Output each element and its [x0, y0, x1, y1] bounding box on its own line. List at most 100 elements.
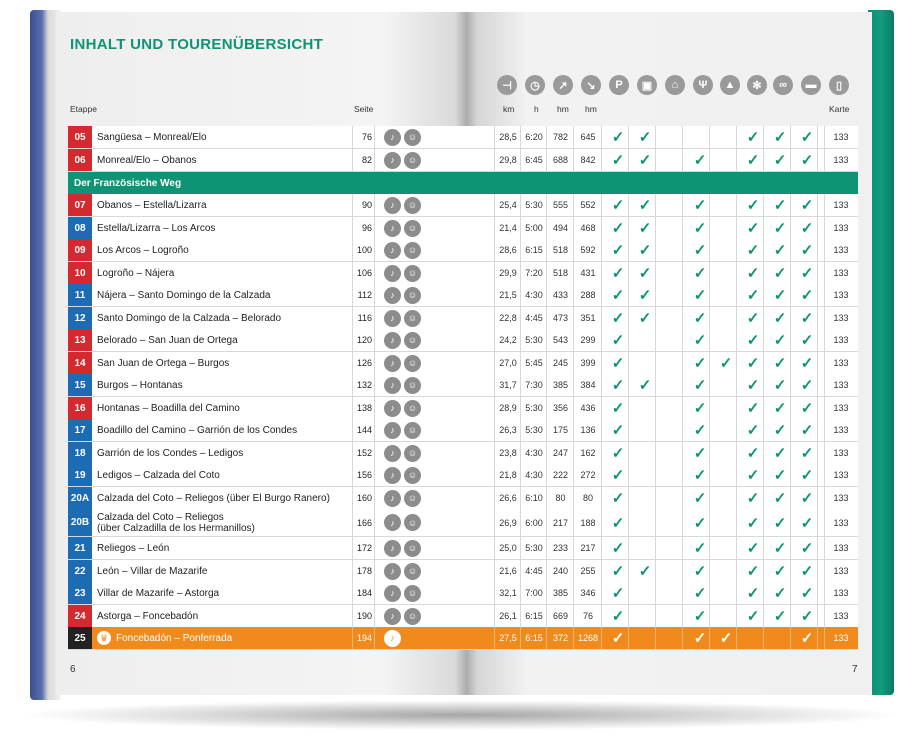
column-divider: [374, 627, 375, 649]
column-divider: [709, 464, 710, 486]
stage-number: 19: [68, 464, 92, 486]
difficulty-icon: ♪: [384, 539, 401, 557]
clock-icon: ◷: [525, 75, 545, 95]
distance-km: 32,1: [499, 588, 517, 598]
column-divider: [763, 487, 764, 509]
column-divider: [546, 397, 547, 419]
checkmark-icon: ✓: [746, 197, 760, 214]
column-divider: [817, 487, 818, 509]
cablecar-icon: ⌂: [665, 75, 685, 95]
map-reference: 133: [833, 517, 849, 528]
column-divider: [817, 560, 818, 582]
right-page-edge: [868, 10, 894, 695]
checkmark-icon: ✓: [773, 152, 787, 169]
column-divider: [824, 194, 825, 216]
column-divider: [573, 262, 574, 284]
page-reference: 116: [357, 313, 372, 323]
map-reference: 133: [833, 132, 849, 142]
checkmark-icon: ✓: [800, 608, 814, 625]
stage-name: Sangüesa – Monreal/Elo: [97, 126, 207, 148]
stage-number: 22: [68, 560, 92, 582]
stage-number: 10: [68, 262, 92, 284]
checkmark-icon: ✓: [800, 540, 814, 557]
checkmark-icon: ✓: [746, 563, 760, 580]
row-background: [68, 627, 858, 650]
checkmark-icon: ✓: [693, 490, 707, 507]
column-divider: [763, 126, 764, 148]
column-divider: [374, 352, 375, 374]
column-divider: [682, 419, 683, 441]
table-row: 11 Nájera – Santo Domingo de la Calzada 11…: [68, 284, 858, 307]
stage-name: Astorga – Foncebadón: [97, 605, 198, 627]
stage-name-text: Villar de Mazarife – Astorga: [97, 587, 220, 599]
column-divider: [763, 239, 764, 261]
checkmark-icon: ✓: [800, 310, 814, 327]
distance-km: 26,3: [499, 425, 517, 435]
column-divider: [824, 442, 825, 464]
column-divider: [736, 126, 737, 148]
column-divider: [682, 605, 683, 627]
distance-km: 26,6: [499, 493, 517, 503]
column-divider: [352, 352, 353, 374]
column-divider: [736, 262, 737, 284]
difficulty-icon: ♪: [384, 444, 401, 462]
column-divider: [546, 582, 547, 604]
column-divider: [817, 262, 818, 284]
column-divider: [573, 239, 574, 261]
checkmark-icon: ✓: [611, 129, 625, 146]
checkmark-icon: ✓: [800, 585, 814, 602]
checkmark-icon: ✓: [746, 445, 760, 462]
column-divider: [374, 149, 375, 171]
row-background: [68, 537, 858, 560]
column-divider: [817, 509, 818, 536]
column-divider: [736, 419, 737, 441]
column-divider: [573, 329, 574, 351]
checkmark-icon: ✓: [800, 490, 814, 507]
stage-number: 21: [68, 537, 92, 559]
checkmark-icon: ✓: [746, 152, 760, 169]
column-divider: [520, 419, 521, 441]
stage-name: Belorado – San Juan de Ortega: [97, 329, 238, 351]
page-reference: 90: [361, 200, 372, 210]
checkmark-icon: ✓: [773, 608, 787, 625]
duration-h: 5:45: [525, 358, 543, 368]
column-divider: [763, 217, 764, 239]
column-divider: [520, 217, 521, 239]
column-divider: [494, 329, 495, 351]
checkmark-icon: ✓: [693, 630, 707, 647]
column-divider: [601, 284, 602, 306]
column-divider: [763, 329, 764, 351]
column-divider: [824, 307, 825, 329]
column-divider: [790, 239, 791, 261]
checkmark-icon: ✓: [773, 355, 787, 372]
column-divider: [374, 284, 375, 306]
map-reference: 133: [833, 223, 849, 233]
checkmark-icon: ✓: [611, 220, 625, 237]
column-divider: [374, 262, 375, 284]
column-divider: [763, 509, 764, 536]
column-divider: [628, 419, 629, 441]
column-divider: [573, 627, 574, 649]
column-divider: [628, 487, 629, 509]
column-divider: [736, 194, 737, 216]
bicycle-icon: ∞: [773, 75, 793, 95]
column-divider: [601, 464, 602, 486]
column-divider: [709, 217, 710, 239]
column-divider: [763, 149, 764, 171]
column-divider: [374, 560, 375, 582]
column-divider: [374, 307, 375, 329]
stage-name-text: Calzada del Coto – Reliegos (über Calzad…: [97, 511, 255, 534]
column-divider: [546, 509, 547, 536]
checkmark-icon: ✓: [746, 422, 760, 439]
column-divider: [352, 262, 353, 284]
difficulty-icon: ♪: [384, 514, 401, 531]
checkmark-icon: ✓: [693, 287, 707, 304]
map-reference: 133: [833, 588, 849, 598]
page-reference: 138: [356, 403, 372, 413]
stage-name: Estella/Lizarra – Los Arcos: [97, 217, 215, 239]
checkmark-icon: ✓: [746, 355, 760, 372]
column-divider: [655, 217, 656, 239]
column-divider: [763, 627, 764, 649]
column-divider: [824, 374, 825, 396]
column-divider: [546, 419, 547, 441]
